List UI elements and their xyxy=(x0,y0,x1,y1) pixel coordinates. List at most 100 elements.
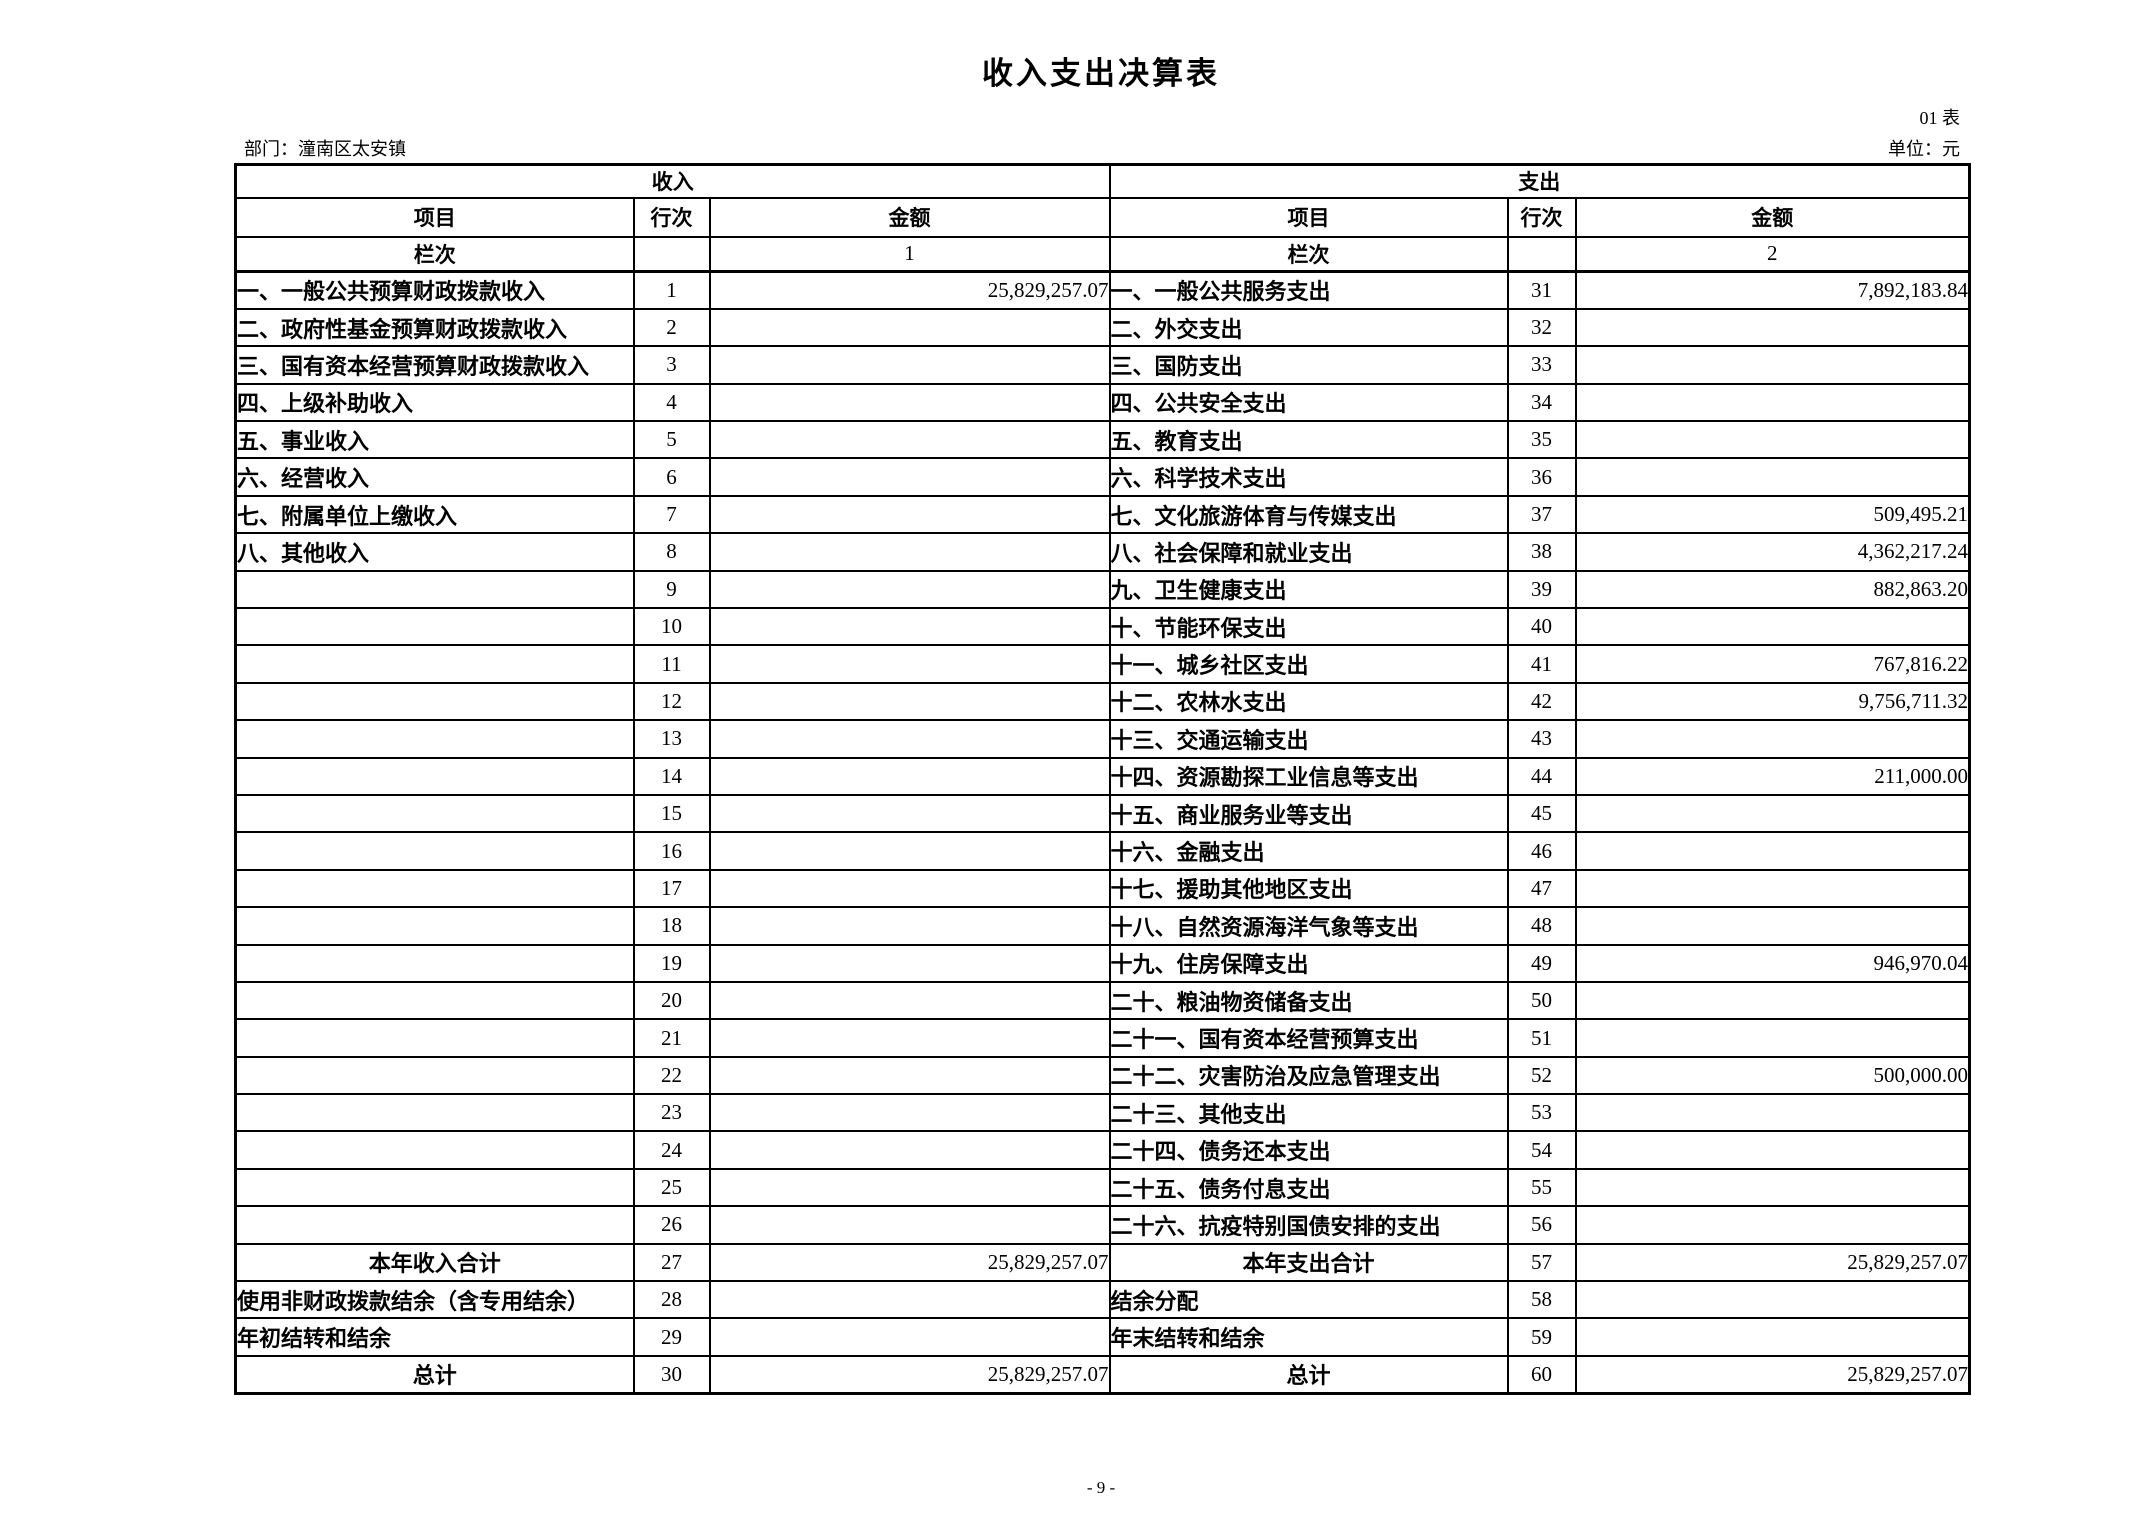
expense-item-cell: 二十四、债务还本支出 xyxy=(1108,1130,1509,1170)
expense-amount-cell xyxy=(1574,980,1971,1021)
income-line-cell: 4 xyxy=(632,382,711,423)
expense-item-cell: 五、教育支出 xyxy=(1108,420,1509,460)
income-amount-cell: 25,829,257.07 xyxy=(708,1354,1111,1395)
unit-label: 单位：元 xyxy=(1888,139,1960,159)
expense-item-cell: 二十六、抗疫特别国债安排的支出 xyxy=(1108,1205,1509,1245)
expense-amount-cell xyxy=(1574,719,1971,759)
expense-amount-cell: 882,863.20 xyxy=(1574,569,1971,610)
income-amount-cell xyxy=(708,420,1111,460)
income-line-cell: 17 xyxy=(632,868,711,909)
table-row: 一、一般公共预算财政拨款收入 1 25,829,257.07 一、一般公共服务支出 31… xyxy=(234,270,1971,310)
income-line-cell: 21 xyxy=(632,1018,711,1058)
expense-item-cell: 三、国防支出 xyxy=(1108,345,1509,385)
table-row: 11 十一、城乡社区支出 41 767,816.22 xyxy=(234,644,1971,684)
expense-item-cell: 十六、金融支出 xyxy=(1108,831,1509,871)
table-row: 21 二十一、国有资本经营预算支出 51 xyxy=(234,1018,1971,1058)
expense-line-cell: 41 xyxy=(1506,644,1577,684)
income-line-cell: 18 xyxy=(632,906,711,946)
expense-item-cell: 十四、资源勘探工业信息等支出 xyxy=(1108,756,1509,796)
income-item-cell xyxy=(234,868,635,909)
expense-item-cell: 二、外交支出 xyxy=(1108,307,1509,348)
income-amount-cell xyxy=(708,719,1111,759)
expense-item-cell: 十七、援助其他地区支出 xyxy=(1108,868,1509,909)
expense-item-cell: 二十三、其他支出 xyxy=(1108,1093,1509,1133)
expense-line-cell: 58 xyxy=(1506,1280,1577,1320)
expense-item-cell: 十二、农林水支出 xyxy=(1108,681,1509,722)
expense-line-cell: 48 xyxy=(1506,906,1577,946)
expense-item-header: 项目 xyxy=(1108,196,1509,238)
expense-item-cell: 结余分配 xyxy=(1108,1280,1509,1320)
income-item-cell: 六、经营收入 xyxy=(234,457,635,497)
expense-item-cell: 四、公共安全支出 xyxy=(1108,382,1509,423)
expense-amount-cell: 767,816.22 xyxy=(1574,644,1971,684)
income-item-cell xyxy=(234,756,635,796)
expense-line-cell: 34 xyxy=(1506,382,1577,423)
income-item-cell xyxy=(234,1205,635,1245)
income-amount-cell xyxy=(708,868,1111,909)
expense-item-cell: 十、节能环保支出 xyxy=(1108,607,1509,647)
income-colindex-label: 栏次 xyxy=(234,235,635,273)
table-row: 15 十五、商业服务业等支出 45 xyxy=(234,793,1971,834)
income-item-cell xyxy=(234,943,635,983)
income-amount-cell xyxy=(708,1205,1111,1245)
income-line-cell: 12 xyxy=(632,681,711,722)
income-item-cell: 一、一般公共预算财政拨款收入 xyxy=(234,270,635,310)
expense-line-cell: 37 xyxy=(1506,494,1577,535)
expense-amount-cell xyxy=(1574,868,1971,909)
income-item-cell xyxy=(234,980,635,1021)
page-title: 收入支出决算表 xyxy=(982,56,1220,91)
income-line-cell: 27 xyxy=(632,1242,711,1283)
income-item-cell: 总计 xyxy=(234,1354,635,1395)
income-amount-cell xyxy=(708,382,1111,423)
expense-line-cell: 42 xyxy=(1506,681,1577,722)
table-row: 使用非财政拨款结余（含专用结余） 28 结余分配 58 xyxy=(234,1280,1971,1320)
income-amount-cell xyxy=(708,1055,1111,1096)
table-row: 19 十九、住房保障支出 49 946,970.04 xyxy=(234,943,1971,983)
form-number: 01 表 xyxy=(1919,108,1961,128)
table-body: 一、一般公共预算财政拨款收入 1 25,829,257.07 一、一般公共服务支出 31… xyxy=(234,270,1971,1395)
table-row: 10 十、节能环保支出 40 xyxy=(234,607,1971,647)
table-row: 年初结转和结余 29 年末结转和结余 59 xyxy=(234,1317,1971,1357)
income-amount-cell xyxy=(708,1317,1111,1357)
expense-amount-cell: 25,829,257.07 xyxy=(1574,1242,1971,1283)
income-line-cell: 8 xyxy=(632,532,711,572)
expense-line-cell: 43 xyxy=(1506,719,1577,759)
income-line-cell: 29 xyxy=(632,1317,711,1357)
income-item-cell: 二、政府性基金预算财政拨款收入 xyxy=(234,307,635,348)
expense-amount-cell xyxy=(1574,793,1971,834)
income-item-cell xyxy=(234,906,635,946)
income-line-cell: 28 xyxy=(632,1280,711,1320)
expense-line-cell: 57 xyxy=(1506,1242,1577,1283)
expense-item-cell: 七、文化旅游体育与传媒支出 xyxy=(1108,494,1509,535)
income-item-cell xyxy=(234,644,635,684)
income-item-cell xyxy=(234,1055,635,1096)
expense-item-cell: 二十五、债务付息支出 xyxy=(1108,1167,1509,1208)
expense-item-cell: 八、社会保障和就业支出 xyxy=(1108,532,1509,572)
table-row: 二、政府性基金预算财政拨款收入 2 二、外交支出 32 xyxy=(234,307,1971,348)
expense-amount-cell xyxy=(1574,1167,1971,1208)
income-amount-cell xyxy=(708,307,1111,348)
expense-line-header: 行次 xyxy=(1506,196,1577,238)
expense-line-cell: 38 xyxy=(1506,532,1577,572)
income-amount-header: 金额 xyxy=(708,196,1111,238)
expense-amount-cell xyxy=(1574,307,1971,348)
expense-section-header: 支出 xyxy=(1108,163,1971,199)
expense-amount-cell: 4,362,217.24 xyxy=(1574,532,1971,572)
income-item-cell xyxy=(234,1018,635,1058)
expense-line-cell: 31 xyxy=(1506,270,1577,310)
income-amount-cell xyxy=(708,1018,1111,1058)
expense-line-cell: 60 xyxy=(1506,1354,1577,1395)
expense-amount-cell: 25,829,257.07 xyxy=(1574,1354,1971,1395)
expense-amount-cell: 509,495.21 xyxy=(1574,494,1971,535)
expense-amount-cell: 500,000.00 xyxy=(1574,1055,1971,1096)
meta-row: 部门：潼南区太安镇 单位：元 xyxy=(234,135,1968,161)
income-item-cell xyxy=(234,681,635,722)
income-amount-cell xyxy=(708,943,1111,983)
expense-amount-cell xyxy=(1574,1018,1971,1058)
table-row: 22 二十二、灾害防治及应急管理支出 52 500,000.00 xyxy=(234,1055,1971,1096)
table-row: 17 十七、援助其他地区支出 47 xyxy=(234,868,1971,909)
income-amount-cell xyxy=(708,607,1111,647)
income-section-header: 收入 xyxy=(234,163,1111,199)
expense-item-cell: 二十、粮油物资储备支出 xyxy=(1108,980,1509,1021)
expense-amount-cell xyxy=(1574,382,1971,423)
